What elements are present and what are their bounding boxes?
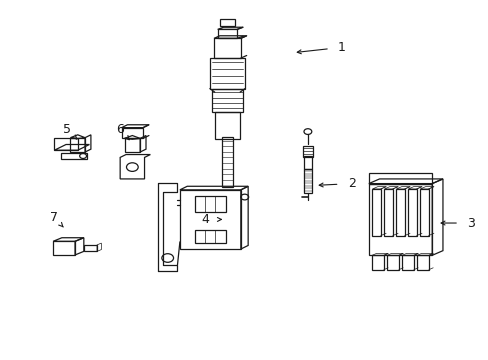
Bar	[304, 156, 311, 169]
Bar	[384, 189, 392, 235]
Bar	[368, 173, 431, 184]
Text: 4: 4	[201, 213, 209, 226]
Bar	[302, 146, 313, 157]
Text: 1: 1	[337, 41, 345, 54]
Bar	[70, 138, 85, 152]
Bar	[372, 189, 380, 235]
Bar	[396, 189, 404, 235]
Bar	[222, 137, 232, 187]
Bar	[401, 255, 413, 270]
Bar	[83, 245, 97, 251]
Text: 2: 2	[347, 177, 355, 190]
Bar	[371, 255, 383, 270]
Bar	[215, 112, 239, 139]
Text: 7: 7	[50, 211, 58, 224]
Text: 3: 3	[467, 216, 474, 230]
Bar	[368, 184, 431, 255]
Bar	[220, 19, 234, 26]
Text: 5: 5	[62, 123, 70, 136]
Bar	[386, 255, 398, 270]
Bar	[122, 128, 143, 138]
Bar	[194, 196, 226, 212]
Bar	[407, 189, 416, 235]
Bar	[124, 138, 140, 152]
Bar	[419, 189, 427, 235]
Bar	[303, 169, 312, 193]
Bar	[416, 255, 428, 270]
Bar	[194, 230, 226, 243]
Bar	[180, 190, 241, 249]
Bar	[217, 30, 237, 39]
Bar	[209, 58, 244, 89]
Bar	[211, 89, 243, 112]
Text: 6: 6	[116, 123, 124, 136]
Bar	[214, 39, 241, 58]
Bar	[53, 241, 75, 255]
